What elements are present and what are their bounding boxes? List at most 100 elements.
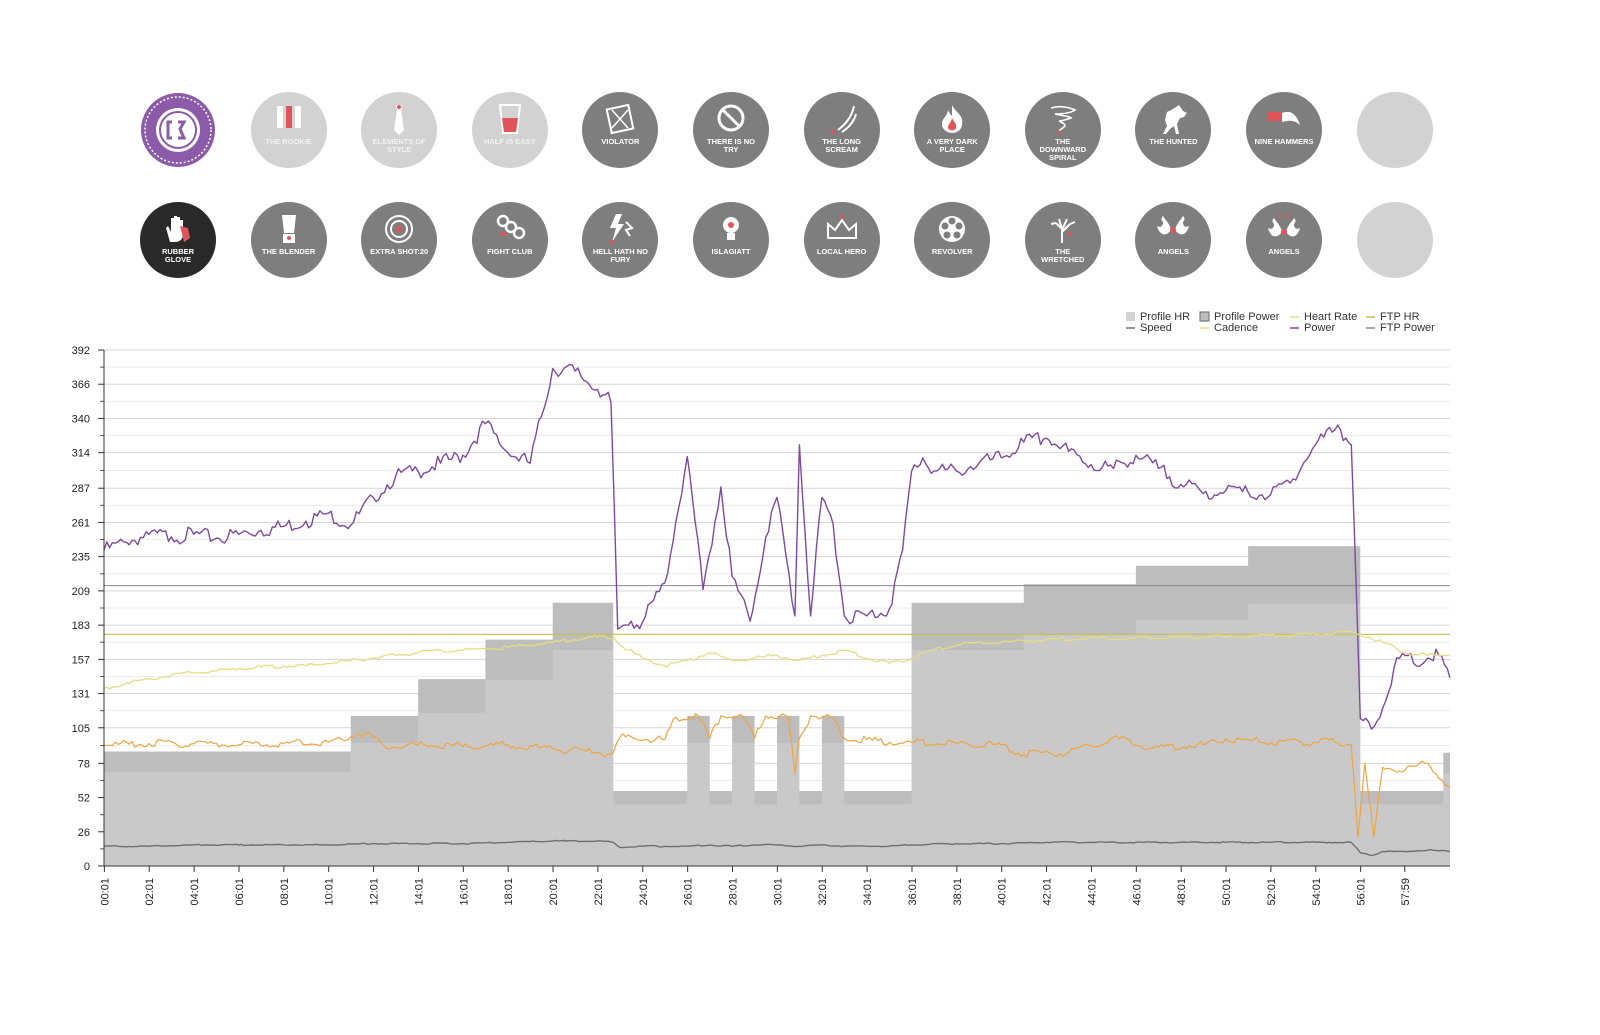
- x-tick-label: 22:01: [593, 878, 605, 906]
- x-tick-label: 36:01: [907, 878, 919, 906]
- badge-label: A VERY DARK PLACE: [926, 137, 978, 154]
- legend-swatch-box: [1199, 311, 1210, 322]
- y-tick-label: 235: [72, 552, 90, 564]
- x-tick-label: 28:01: [728, 878, 740, 906]
- badge-revolver[interactable]: REVOLVER: [914, 202, 991, 278]
- no-sign-icon: [717, 104, 745, 132]
- bars-icon: [276, 106, 301, 128]
- badge-label: THERE IS NO TRY: [707, 137, 755, 154]
- badge-label: ISLAGIATT: [711, 247, 751, 256]
- badge-rubber-glove[interactable]: RUBBER GLOVE: [140, 202, 216, 278]
- badge-label: THE DOWNWARD SPIRAL: [1039, 137, 1087, 162]
- profile-power-area: [104, 546, 1450, 866]
- badge-elements-of-style[interactable]: ELEMENTS OF STYLE: [361, 92, 438, 168]
- badge-the-rookie[interactable]: THE ROOKIE: [250, 92, 327, 168]
- badge-extra-shot-20[interactable]: EXTRA SHOT:20: [361, 202, 438, 278]
- badge-the-downward-spiral[interactable]: THE DOWNWARD SPIRAL: [1024, 92, 1101, 168]
- x-tick-label: 26:01: [683, 878, 695, 906]
- x-tick-label: 40:01: [997, 878, 1009, 906]
- badge-violator[interactable]: VIOLATOR: [582, 92, 659, 168]
- series-lines: [103, 364, 1451, 857]
- fire-icon: [942, 105, 963, 133]
- tie-icon: [394, 105, 405, 135]
- badge-a-very-dark-place[interactable]: A VERY DARK PLACE: [914, 92, 991, 168]
- badge-label: FIGHT CLUB: [487, 247, 533, 256]
- badge-the-hunted[interactable]: THE HUNTED: [1135, 92, 1212, 168]
- badge-label: REVOLVER: [931, 247, 973, 256]
- y-tick-label: 183: [72, 620, 90, 632]
- violator-icon: [605, 103, 635, 135]
- y-tick-label: 78: [78, 758, 90, 770]
- badge-label: LOCAL HERO: [816, 247, 867, 256]
- badge-islagiatt[interactable]: ISLAGIATT: [693, 202, 769, 278]
- achievement-badges: THE ROOKIE ELEMENTS OF STYLE HALF IS EASY V…: [0, 0, 1600, 300]
- y-tick-label: 105: [72, 723, 90, 735]
- glass-icon: [498, 104, 521, 134]
- x-tick-label: 30:01: [772, 878, 784, 906]
- badge-label: RUBBER GLOVE: [161, 247, 195, 264]
- wolf-icon: [1163, 105, 1188, 134]
- badge-the-blender[interactable]: THE BLENDER: [250, 202, 327, 278]
- legend-label: Heart Rate: [1304, 311, 1357, 323]
- series-power: [103, 364, 1451, 730]
- x-tick-label: 02:01: [144, 878, 156, 906]
- y-tick-label: 287: [72, 483, 90, 495]
- c3-logo-icon: [141, 93, 215, 167]
- crown-icon: [826, 215, 857, 239]
- x-tick-label: 04:01: [189, 878, 201, 906]
- badge-fight-club[interactable]: FIGHT CLUB: [471, 202, 548, 278]
- y-tick-label: 209: [72, 586, 90, 598]
- badge-label: ELEMENTS OF STYLE: [372, 137, 426, 154]
- legend-label: Cadence: [1214, 322, 1258, 334]
- badge-hell-hath-no-fury[interactable]: HELL HATH NO FURY: [582, 202, 659, 278]
- badge-label: HALF IS EASY: [483, 137, 536, 146]
- badge-nine-hammers[interactable]: NINE HAMMERS: [1246, 92, 1322, 168]
- badge-label: NINE HAMMERS: [1254, 137, 1314, 146]
- badge-the-wretched[interactable]: THE WRETCHED: [1024, 202, 1101, 278]
- legend-label: Profile HR: [1140, 311, 1190, 323]
- bulb-icon: [723, 217, 739, 240]
- x-tick-label: 52:01: [1266, 878, 1278, 906]
- y-tick-label: 340: [72, 413, 90, 425]
- badge-c3-logo[interactable]: [140, 92, 216, 168]
- y-tick-label: 131: [72, 689, 90, 701]
- x-tick-label: 42:01: [1042, 878, 1054, 906]
- badge-label: ANGELS: [1268, 247, 1300, 256]
- x-tick-label: 06:01: [234, 878, 246, 906]
- badge-half-is-easy[interactable]: HALF IS EASY: [471, 92, 548, 168]
- badge-angels[interactable]: ANGELS: [1135, 202, 1212, 278]
- badge-the-long-scream[interactable]: THE LONG SCREAM: [803, 92, 880, 168]
- badge-label: THE BLENDER: [261, 247, 316, 256]
- scream-icon: [830, 105, 857, 134]
- y-tick-label: 52: [78, 793, 90, 805]
- y-axis: 0 26 52 78 105 131 157 183 209 235 261 287 314 340 366…: [72, 345, 105, 873]
- y-tick-label: 26: [78, 827, 90, 839]
- x-tick-label: 16:01: [458, 878, 470, 906]
- legend-label: Power: [1304, 322, 1336, 334]
- badge-angels[interactable]: 2015 ANGELS: [1246, 202, 1322, 278]
- x-tick-label: 34:01: [862, 878, 874, 906]
- ftp-lines: [104, 585, 1450, 635]
- x-tick-label: 46:01: [1131, 878, 1143, 906]
- badge-empty-slot[interactable]: [1356, 92, 1433, 168]
- legend-label: Speed: [1140, 322, 1172, 334]
- badge-empty-slot[interactable]: [1356, 202, 1433, 278]
- badge-there-is-no-try[interactable]: THERE IS NO TRY: [693, 92, 769, 168]
- x-tick-label: 18:01: [503, 878, 515, 906]
- legend-swatch-box: [1126, 312, 1135, 321]
- badge-label: HELL HATH NO FURY: [592, 247, 648, 264]
- x-tick-label: 56:01: [1356, 878, 1368, 906]
- badge-year-label: 2015: [1277, 214, 1291, 220]
- x-tick-label: 20:01: [548, 878, 560, 906]
- badge-label: THE LONG SCREAM: [822, 137, 861, 154]
- x-tick-label: 32:01: [817, 878, 829, 906]
- badge-local-hero[interactable]: LOCAL HERO: [803, 202, 880, 278]
- x-tick-label: 14:01: [413, 878, 425, 906]
- badge-label: EXTRA SHOT:20: [370, 247, 429, 256]
- legend-label: FTP HR: [1380, 311, 1420, 323]
- y-tick-label: 314: [72, 448, 90, 460]
- y-tick-label: 157: [72, 654, 90, 666]
- knuckles-icon: [496, 214, 526, 240]
- legend-label: Profile Power: [1214, 311, 1280, 323]
- lightning-icon: [610, 214, 635, 244]
